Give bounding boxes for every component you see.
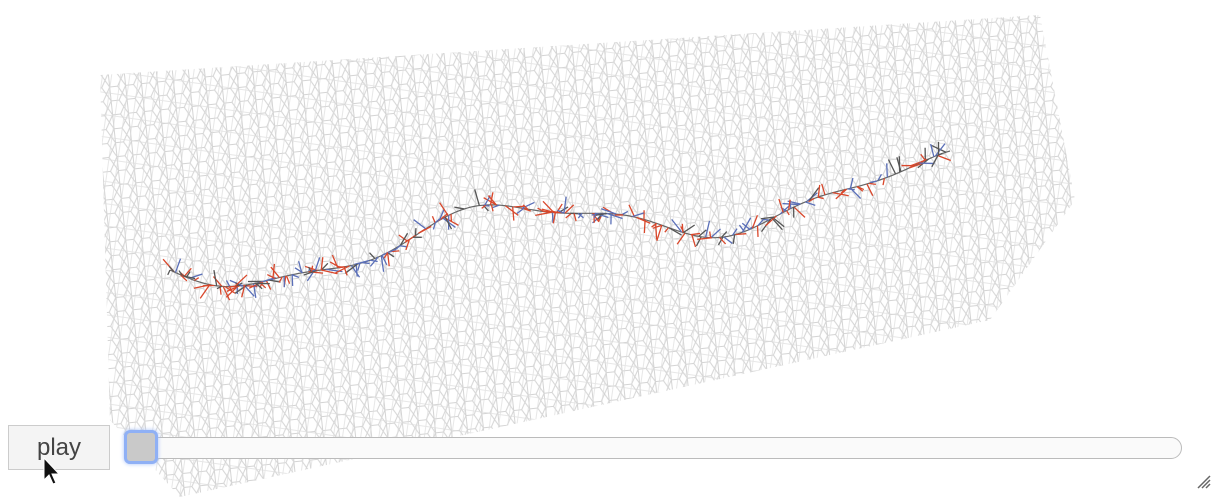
strand-segment [762,219,769,220]
resize-grip [1198,476,1210,488]
cursor [42,456,62,486]
strand-segment [887,163,888,177]
strand-segment [736,234,747,235]
molecule-viewer [0,0,1214,497]
strand-segment [710,231,711,237]
slider-track[interactable] [125,437,1182,459]
strand-segment [848,189,855,190]
lattice-overlay [100,15,1075,497]
strand-segment [269,279,274,280]
slider-thumb[interactable] [124,430,158,464]
page: play (() => { const data = JSON.parse(do… [0,0,1214,497]
strand-segment [514,206,524,207]
strand-segment [363,263,370,264]
strand-segment [292,275,293,286]
strand-segment [644,220,645,233]
strand-segment [682,224,683,233]
